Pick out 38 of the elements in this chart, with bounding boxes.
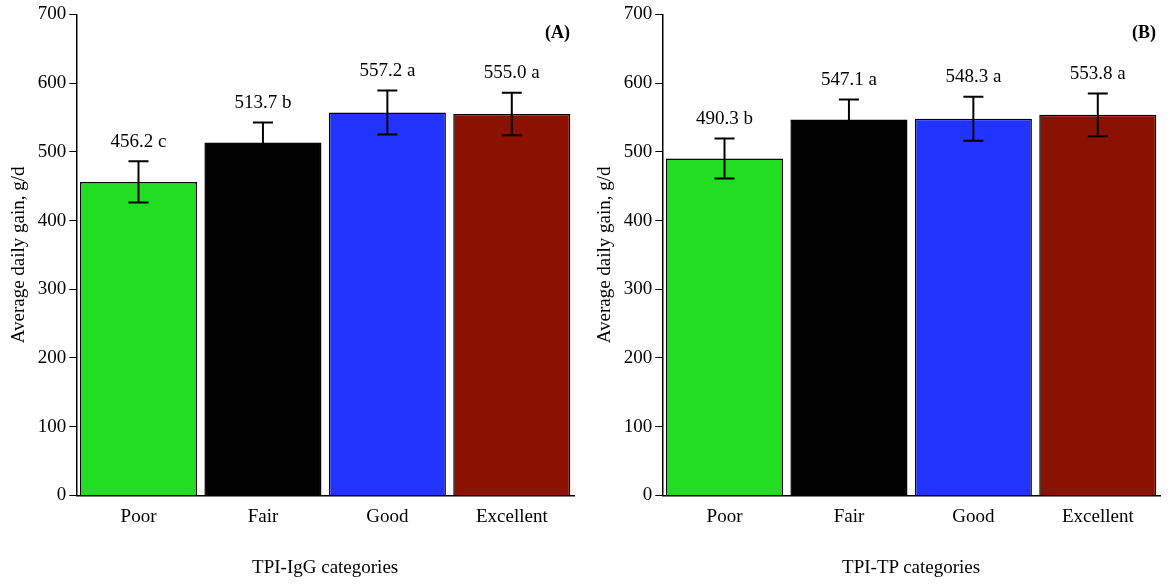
data-label: 513.7 b bbox=[234, 90, 292, 112]
annotation: (A) bbox=[545, 22, 570, 44]
data-label: 557.2 a bbox=[359, 59, 416, 81]
y-tick-label: 100 bbox=[37, 414, 67, 436]
y-tick-label: 0 bbox=[642, 483, 653, 505]
x-tick-label: Good bbox=[366, 504, 409, 526]
y-axis-title: Average daily gain, g/d bbox=[7, 165, 29, 344]
data-label: 555.0 a bbox=[483, 61, 541, 83]
y-tick-label: 300 bbox=[623, 277, 653, 299]
y-axis-title: Average daily gain, g/d bbox=[593, 165, 615, 344]
annotation: (B) bbox=[1132, 22, 1156, 44]
x-axis-title: TPI-IgG categories bbox=[252, 555, 399, 577]
x-tick-label: Poor bbox=[120, 504, 158, 526]
y-tick-label: 0 bbox=[56, 483, 67, 505]
y-tick-label: 300 bbox=[37, 277, 67, 299]
y-tick-label: 700 bbox=[623, 2, 653, 24]
x-tick-label: Fair bbox=[833, 504, 865, 526]
x-tick-label: Good bbox=[952, 504, 995, 526]
x-tick-label: Poor bbox=[706, 504, 744, 526]
x-tick-label: Fair bbox=[247, 504, 279, 526]
y-tick-label: 200 bbox=[37, 345, 67, 367]
y-tick-label: 400 bbox=[623, 208, 653, 230]
data-label: 553.8 a bbox=[1069, 62, 1127, 84]
y-tick-label: 700 bbox=[37, 2, 67, 24]
x-tick-label: Excellent bbox=[1061, 504, 1135, 526]
y-tick-label: 600 bbox=[623, 71, 653, 93]
data-label: 490.3 b bbox=[696, 107, 754, 129]
x-tick-label: Excellent bbox=[475, 504, 549, 526]
data-label: 456.2 c bbox=[110, 129, 167, 151]
y-tick-label: 500 bbox=[623, 139, 653, 161]
data-label: 548.3 a bbox=[945, 65, 1002, 87]
y-tick-label: 100 bbox=[623, 414, 653, 436]
y-tick-label: 600 bbox=[37, 71, 67, 93]
y-tick-label: 400 bbox=[37, 208, 67, 230]
y-tick-label: 200 bbox=[623, 345, 653, 367]
data-label: 547.1 a bbox=[820, 68, 878, 90]
y-tick-label: 500 bbox=[37, 139, 67, 161]
x-axis-title: TPI-TP categories bbox=[842, 555, 981, 577]
